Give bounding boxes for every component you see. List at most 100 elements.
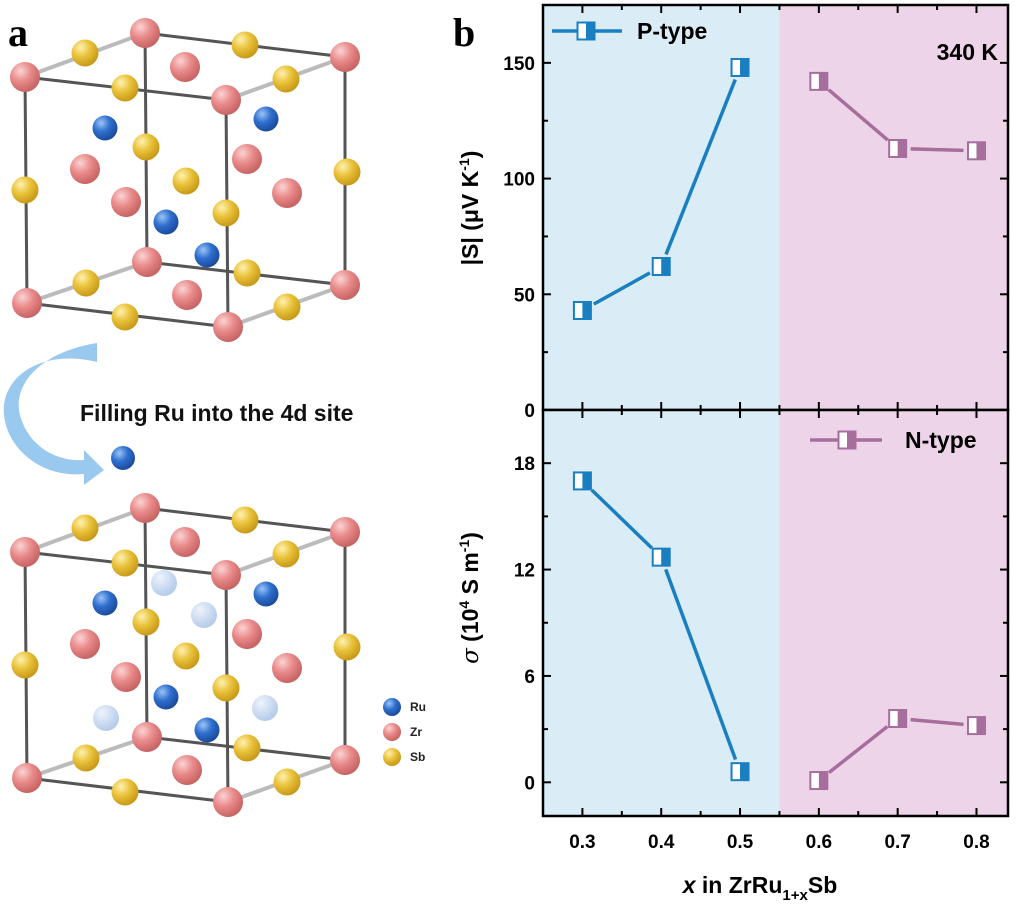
legend-marker-fill — [586, 22, 595, 40]
top-y-axis-label: |S| (μV K-1) — [456, 151, 483, 266]
sb-atom — [132, 133, 160, 161]
zr-atom — [211, 560, 241, 590]
sb-atom — [233, 734, 261, 762]
y-tick-label: 50 — [514, 285, 535, 306]
data-point-n-type-fill — [897, 709, 907, 727]
data-point-n-type-fill — [976, 142, 985, 160]
zr-atom — [272, 653, 302, 683]
sb-atom — [333, 633, 361, 661]
ru-legend-icon — [383, 698, 401, 716]
zr-atom — [330, 517, 360, 547]
legend-marker-fill — [847, 431, 856, 449]
y-tick-label: 12 — [514, 561, 535, 582]
zr-atom — [130, 18, 160, 48]
sb-atom — [71, 39, 99, 67]
sb-atom — [333, 158, 361, 186]
zr-atom — [172, 280, 202, 310]
sb-atom — [212, 674, 240, 702]
zr-atom — [111, 187, 141, 217]
sb-atom — [233, 259, 261, 287]
sb-atom — [272, 65, 300, 93]
p-type-region — [543, 410, 780, 816]
zr-atom — [10, 62, 40, 92]
vacancy-atom — [252, 695, 278, 721]
y-tick-label: 18 — [514, 454, 535, 475]
series-line-p-type — [664, 78, 737, 256]
n-type-region — [779, 410, 1008, 816]
data-point-n-type-fill — [976, 717, 985, 735]
sb-atom — [72, 269, 100, 297]
sb-atom — [111, 303, 139, 331]
zr-atom — [111, 662, 141, 692]
ru-atom-icon — [111, 446, 135, 470]
bottom-y-axis-label: σ (104 S m-1) — [456, 532, 484, 664]
zr-atom — [170, 527, 200, 557]
zr-atom — [232, 144, 262, 174]
zr-atom — [132, 722, 162, 752]
x-tick-label: 0.3 — [569, 832, 595, 853]
sb-atom — [71, 514, 99, 542]
zr-legend-icon — [383, 723, 401, 741]
data-point-p-type-fill — [740, 58, 749, 76]
plot-frame — [541, 408, 1010, 818]
n-type-region — [779, 5, 1008, 410]
zr-atom — [330, 42, 360, 72]
zr-atom — [211, 85, 241, 115]
data-point-p-type-fill — [582, 472, 591, 490]
sb-atom — [272, 540, 300, 568]
vacancy-atom — [151, 570, 177, 596]
x-axis-label: x in ZrRu1+xSb — [681, 872, 838, 904]
ru-atom — [92, 590, 118, 616]
zr-atom — [70, 154, 100, 184]
sb-atom — [231, 31, 259, 59]
filling-caption: Filling Ru into the 4d site — [80, 400, 353, 426]
temperature-annotation: 340 K — [937, 39, 999, 65]
data-point-p-type-fill — [661, 258, 670, 276]
legend-zr: Zr — [410, 725, 422, 739]
sb-atom — [273, 768, 301, 796]
sb-atom — [231, 506, 259, 534]
series-line-p-type — [664, 568, 738, 761]
legend-label-p-type: P-type — [637, 18, 707, 44]
conductivity-chart: 0 6 12 18 0.3 0.4 0.5 0.6 0.7 0.8 N-type — [514, 408, 1010, 853]
y-tick-label: 0 — [524, 401, 535, 422]
sb-atom — [273, 293, 301, 321]
data-point-n-type-fill — [818, 72, 828, 90]
sb-atom — [172, 642, 200, 670]
x-tick-label: 0.5 — [727, 832, 754, 853]
legend-sb: Sb — [410, 750, 425, 764]
seebeck-chart: 0 50 100 150 P-type 340 K — [503, 3, 1010, 422]
data-point-p-type-fill — [661, 548, 670, 566]
panel-b-label: b — [453, 10, 475, 55]
ru-atom — [194, 717, 220, 743]
curved-arrow-icon — [3, 343, 104, 485]
panel-a-label: a — [8, 10, 28, 55]
zr-atom — [12, 763, 42, 793]
ru-atom — [253, 581, 279, 607]
sb-atom — [72, 744, 100, 772]
crystal-structure-after — [10, 493, 361, 817]
sb-atom — [111, 549, 139, 577]
data-point-n-type-fill — [818, 772, 828, 790]
legend-label-n-type: N-type — [905, 427, 977, 453]
y-tick-label: 100 — [503, 170, 535, 191]
ru-atom — [153, 209, 179, 235]
series-line-p-type — [590, 488, 654, 550]
ru-atom — [194, 242, 220, 268]
series-line-n-type — [827, 88, 889, 142]
sb-atom — [172, 167, 200, 195]
ru-atom — [253, 106, 279, 132]
zr-atom — [213, 312, 243, 342]
zr-atom — [10, 537, 40, 567]
series-line-n-type — [910, 147, 964, 153]
data-point-p-type-fill — [740, 763, 749, 781]
zr-atom — [330, 745, 360, 775]
sb-atom — [111, 778, 139, 806]
zr-atom — [232, 619, 262, 649]
zr-atom — [130, 493, 160, 523]
y-tick-label: 0 — [524, 773, 535, 794]
zr-atom — [70, 629, 100, 659]
vacancy-atom — [93, 705, 119, 731]
zr-atom — [12, 288, 42, 318]
sb-atom — [11, 176, 39, 204]
